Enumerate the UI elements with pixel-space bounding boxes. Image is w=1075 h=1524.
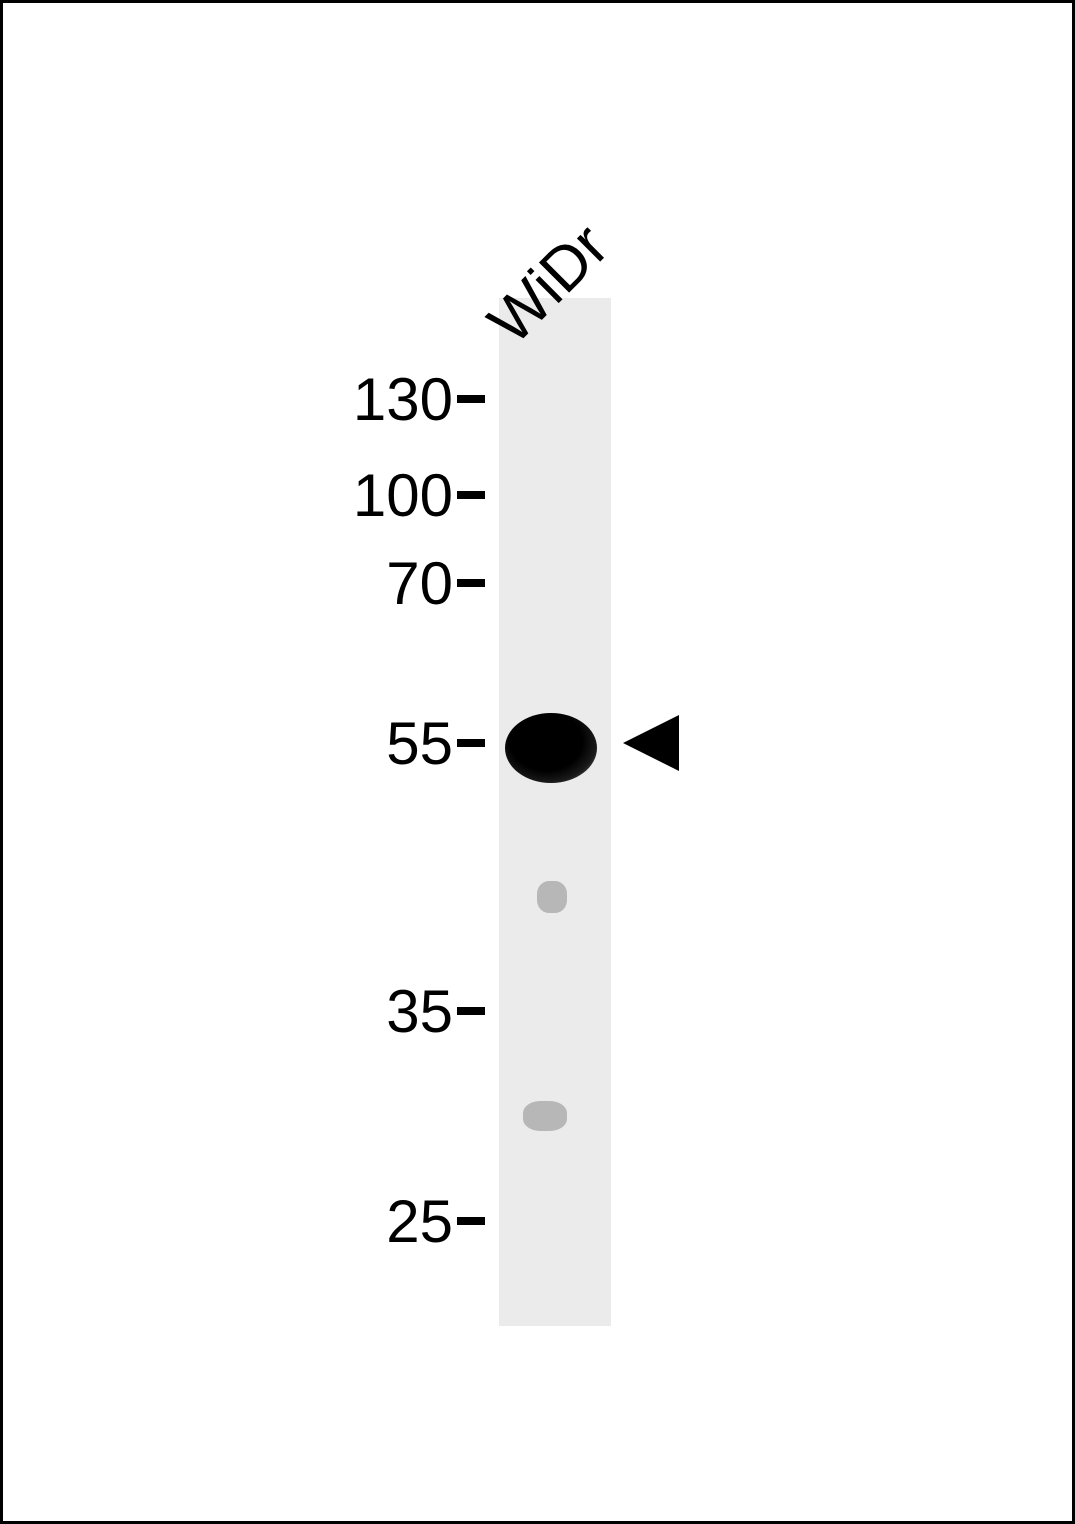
- mw-label-130: 130: [353, 365, 457, 434]
- mw-tick: [457, 491, 485, 499]
- mw-marker-25: 25: [386, 1191, 485, 1251]
- mw-tick: [457, 395, 485, 403]
- mw-marker-100: 100: [353, 465, 485, 525]
- protein-band-main: [505, 713, 597, 783]
- mw-label-55: 55: [386, 709, 457, 778]
- mw-marker-35: 35: [386, 981, 485, 1041]
- mw-label-70: 70: [386, 549, 457, 618]
- mw-label-100: 100: [353, 461, 457, 530]
- mw-marker-130: 130: [353, 369, 485, 429]
- mw-tick: [457, 579, 485, 587]
- mw-marker-70: 70: [386, 553, 485, 613]
- blot-area: WiDr 13010070553525: [3, 3, 1072, 1521]
- faint-band-0: [537, 881, 567, 913]
- mw-label-35: 35: [386, 977, 457, 1046]
- lane-strip: [499, 298, 611, 1326]
- western-blot-figure: WiDr 13010070553525: [0, 0, 1075, 1524]
- mw-tick: [457, 1007, 485, 1015]
- band-arrow-indicator: [623, 715, 679, 771]
- mw-tick: [457, 1217, 485, 1225]
- mw-tick: [457, 739, 485, 747]
- faint-band-1: [523, 1101, 567, 1131]
- mw-label-25: 25: [386, 1187, 457, 1256]
- mw-marker-55: 55: [386, 713, 485, 773]
